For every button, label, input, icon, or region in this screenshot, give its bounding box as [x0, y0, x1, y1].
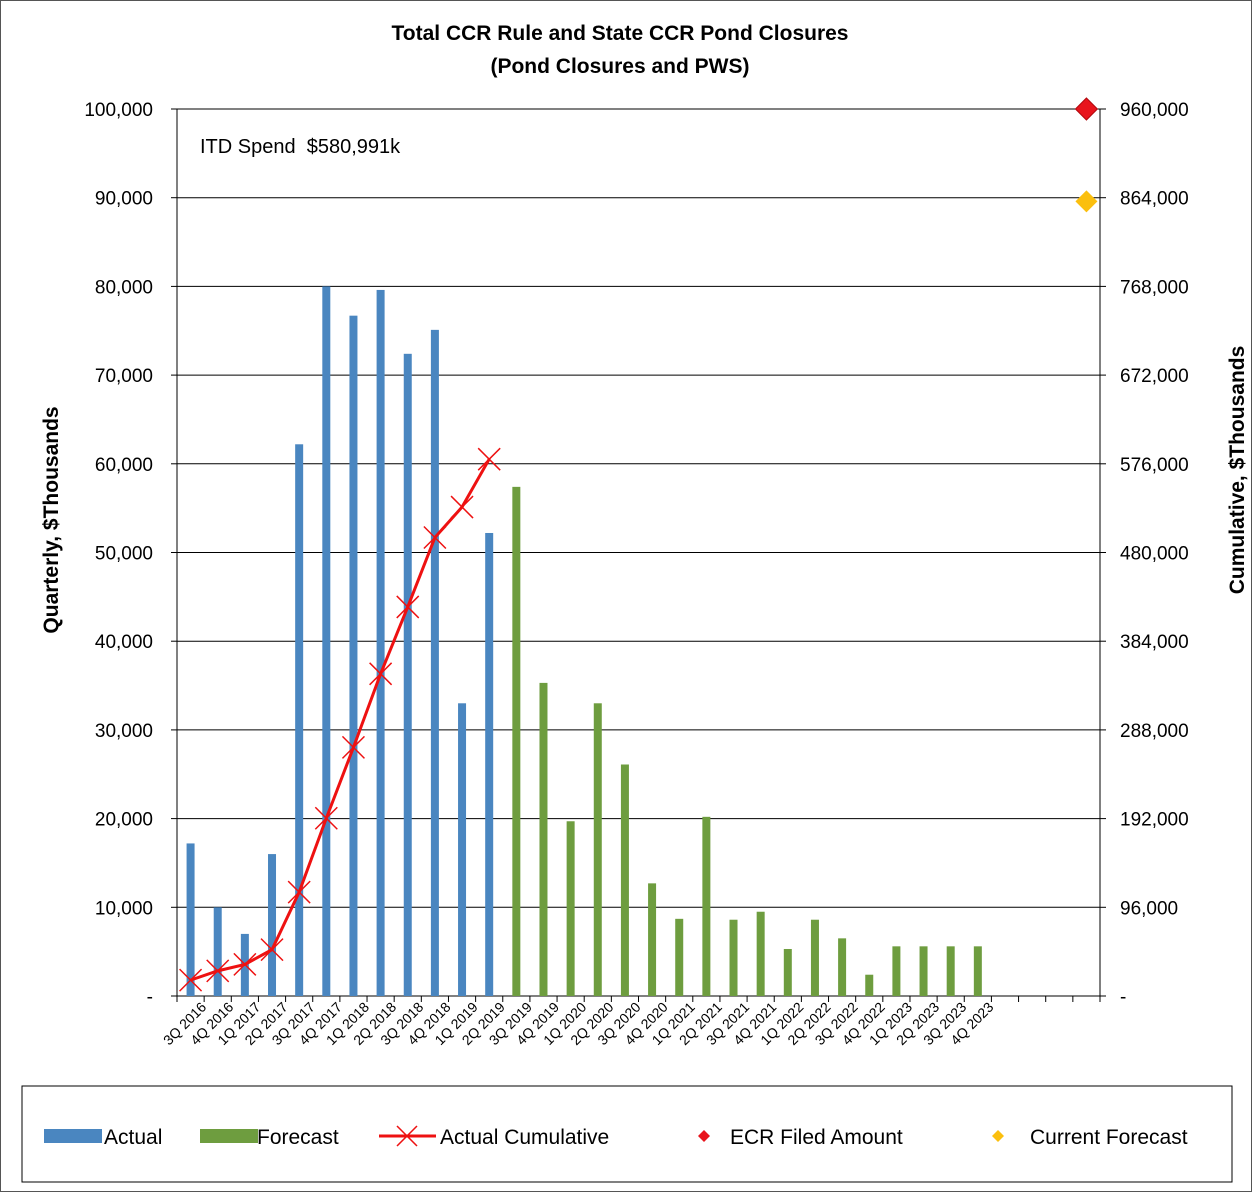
- y2-tick-label: 288,000: [1120, 721, 1189, 742]
- chart-subtitle: (Pond Closures and PWS): [490, 55, 749, 78]
- legend-swatch-actual: [44, 1129, 102, 1143]
- bar-forecast: [919, 946, 928, 996]
- bar-forecast: [648, 883, 657, 996]
- bar-actual: [458, 703, 467, 996]
- cumulative-marker: [396, 595, 420, 619]
- cumulative-marker: [287, 880, 311, 904]
- point-markers: [1074, 97, 1099, 213]
- y-tick-label: 30,000: [95, 721, 153, 742]
- y-tick-label: 40,000: [95, 632, 153, 653]
- cumulative-line: [179, 447, 501, 992]
- cumulative-marker: [450, 495, 474, 519]
- legend-label-actual: Actual: [104, 1126, 162, 1149]
- y2-tick-label: 864,000: [1120, 189, 1189, 210]
- y-tick-label: 80,000: [95, 277, 153, 298]
- y-axis-label: Quarterly, $Thousands: [40, 406, 63, 633]
- bar-forecast: [675, 918, 684, 996]
- bar-forecast: [756, 911, 765, 996]
- y-tick-label: 70,000: [95, 366, 153, 387]
- current-forecast-marker: [1075, 190, 1098, 213]
- y-tick-label: 90,000: [95, 189, 153, 210]
- legend-swatch-ecr-filed-amount: [698, 1130, 710, 1142]
- y2-tick-label: -: [1120, 987, 1126, 1008]
- bar-actual: [186, 843, 195, 996]
- bar-forecast: [566, 821, 575, 996]
- bar-forecast: [865, 974, 874, 996]
- y2-tick-label: 576,000: [1120, 455, 1189, 476]
- legend-swatch-current-forecast: [992, 1130, 1004, 1142]
- y2-tick-label: 192,000: [1120, 810, 1189, 831]
- bar-actual: [268, 854, 277, 996]
- cumulative-line-path: [190, 458, 491, 982]
- cumulative-marker: [260, 938, 284, 962]
- legend-label-actual-cumulative: Actual Cumulative: [440, 1126, 609, 1149]
- y-tick-label: 100,000: [84, 100, 153, 121]
- bar-forecast: [593, 703, 602, 996]
- left-axis: - 10,000 20,000 30,000 40,000 50,000 60,000 70,…: [84, 100, 177, 1008]
- right-axis: - 96,000 192,000 288,000 384,000 480,000 576,0…: [1100, 100, 1189, 1008]
- bar-forecast: [512, 486, 521, 996]
- chart-title: Total CCR Rule and State CCR Pond Closur…: [392, 22, 849, 45]
- itd-spend-annotation: ITD Spend $580,991k: [200, 136, 401, 158]
- bar-forecast: [702, 816, 711, 996]
- cumulative-marker: [477, 447, 501, 471]
- bar-forecast: [838, 938, 847, 996]
- ecr-filed-amount-marker: [1074, 97, 1099, 121]
- y2-tick-label: 96,000: [1120, 898, 1178, 919]
- legend-marker-actual-cumulative: [396, 1125, 418, 1147]
- cumulative-marker: [233, 952, 257, 976]
- bar-forecast: [892, 946, 901, 996]
- y-tick-label: 10,000: [95, 898, 153, 919]
- legend-label-ecr-filed-amount: ECR Filed Amount: [730, 1126, 903, 1149]
- bar-actual: [349, 315, 358, 996]
- bar-actual: [430, 329, 439, 996]
- bar-actual: [376, 289, 385, 996]
- legend: Actual Forecast Actual Cumulative ECR Filed…: [44, 1125, 1188, 1149]
- bar-actual: [403, 353, 412, 996]
- bar-forecast: [783, 948, 792, 996]
- y2-axis-label: Cumulative, $Thousands: [1226, 346, 1249, 595]
- legend-box: [21, 1085, 1233, 1183]
- y-tick-label: -: [147, 987, 153, 1008]
- cumulative-marker: [314, 806, 338, 830]
- bar-forecast: [620, 764, 629, 996]
- y-tick-label: 50,000: [95, 544, 153, 565]
- bar-actual: [322, 286, 331, 996]
- bar-actual: [295, 444, 304, 996]
- y2-tick-label: 480,000: [1120, 544, 1189, 565]
- bar-actual: [213, 907, 222, 996]
- cumulative-marker: [341, 735, 365, 759]
- cumulative-marker: [179, 968, 203, 992]
- y-tick-label: 20,000: [95, 810, 153, 831]
- bar-forecast: [539, 682, 548, 996]
- cumulative-marker: [423, 526, 447, 550]
- y2-tick-label: 384,000: [1120, 632, 1189, 653]
- bar-actual: [485, 532, 494, 996]
- legend-swatch-forecast: [200, 1129, 258, 1143]
- gridlines: [177, 197, 1100, 908]
- y2-tick-label: 672,000: [1120, 366, 1189, 387]
- bar-forecast: [973, 946, 982, 996]
- bars: [186, 286, 982, 996]
- bar-forecast: [810, 919, 819, 996]
- y2-tick-label: 768,000: [1120, 277, 1189, 298]
- bar-forecast: [946, 946, 955, 996]
- cumulative-marker: [206, 959, 230, 983]
- legend-label-forecast: Forecast: [257, 1126, 339, 1149]
- y-tick-label: 60,000: [95, 455, 153, 476]
- bar-forecast: [729, 919, 738, 996]
- y2-tick-label: 960,000: [1120, 100, 1189, 121]
- cumulative-marker: [369, 662, 393, 686]
- legend-label-current-forecast: Current Forecast: [1030, 1126, 1188, 1149]
